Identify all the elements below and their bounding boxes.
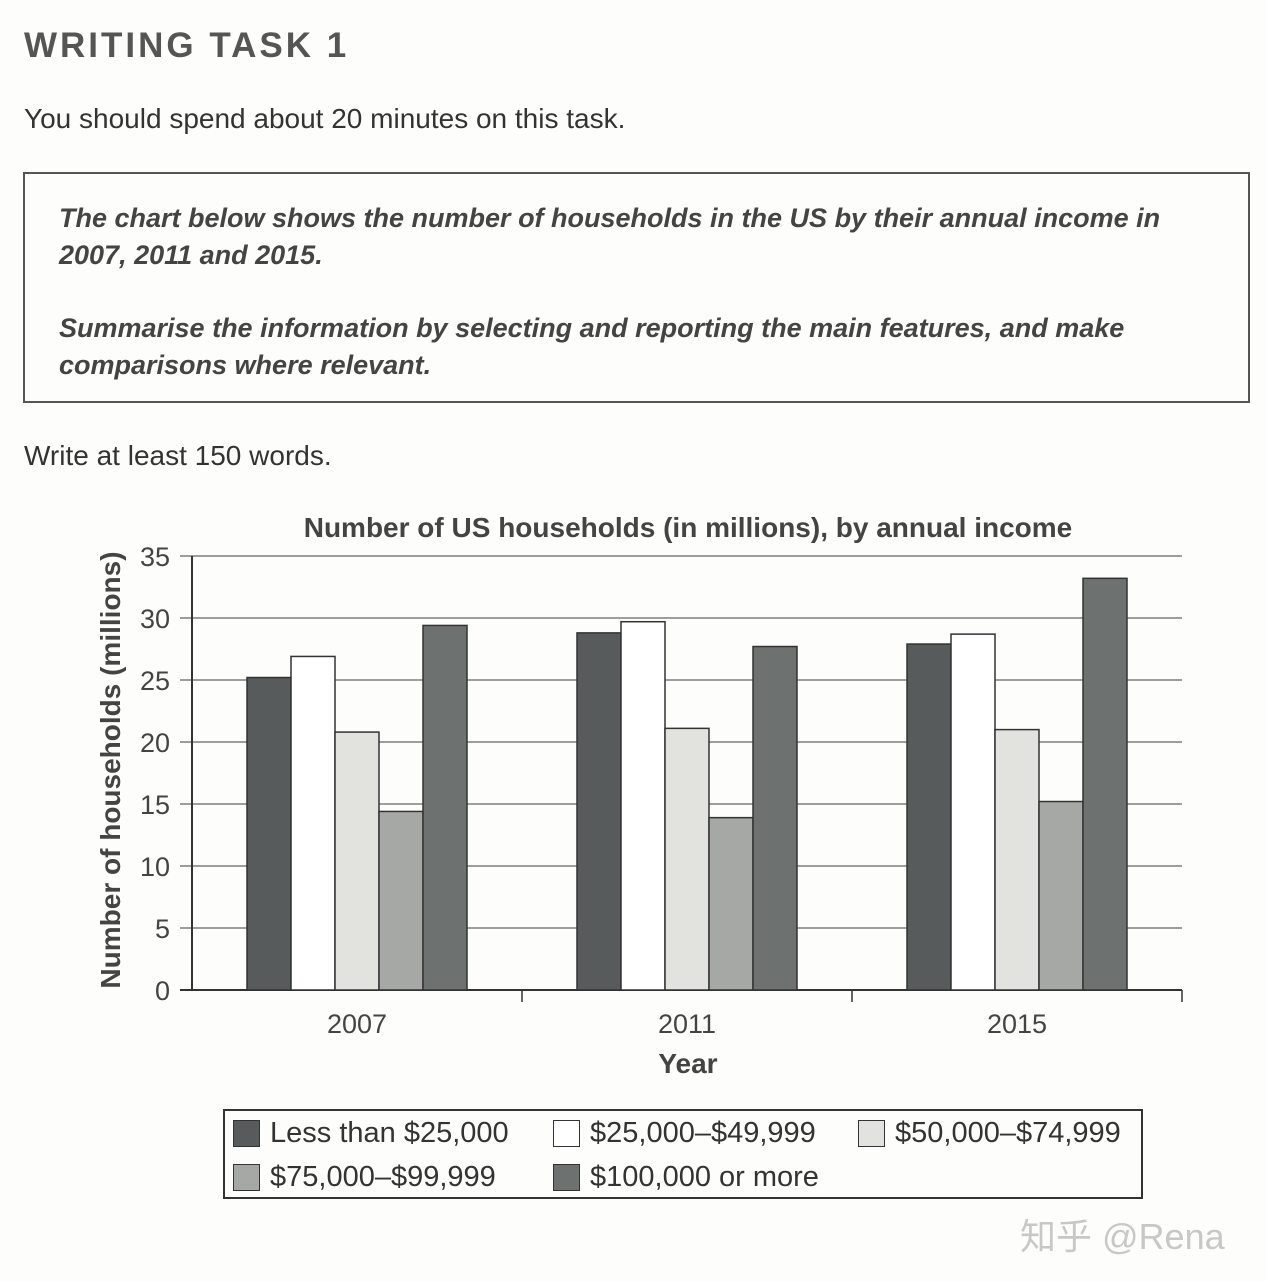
bar-2015-series-3 bbox=[1038, 800, 1084, 991]
bar-2015-series-2 bbox=[994, 728, 1040, 991]
bar-2015-series-4 bbox=[1082, 577, 1128, 991]
legend-swatch bbox=[858, 1120, 885, 1147]
legend-label: $25,000–$49,999 bbox=[590, 1117, 816, 1149]
bar-2007-series-0 bbox=[246, 676, 292, 991]
legend-label: Less than $25,000 bbox=[270, 1117, 509, 1149]
legend-label: $75,000–$99,999 bbox=[270, 1161, 496, 1193]
chart-legend: Less than $25,000 $25,000–$49,999 $50,000–… bbox=[223, 1109, 1143, 1199]
bar-2007-series-4 bbox=[422, 624, 468, 991]
bar-2007-series-2 bbox=[334, 731, 380, 991]
bar-2011-series-0 bbox=[576, 632, 622, 991]
chart-title: Number of US households (in millions), b… bbox=[304, 512, 1073, 543]
y-tick-label: 10 bbox=[140, 852, 170, 882]
y-tick-label: 5 bbox=[155, 914, 170, 944]
y-tick-label: 30 bbox=[140, 604, 170, 634]
bar-2015-series-1 bbox=[950, 633, 996, 991]
legend-item: $25,000–$49,999 bbox=[553, 1117, 816, 1150]
legend-swatch bbox=[553, 1120, 580, 1147]
y-tick-label: 0 bbox=[155, 976, 170, 1006]
y-tick-label: 15 bbox=[140, 790, 170, 820]
x-tick-label: 2007 bbox=[327, 1009, 387, 1039]
bar-chart: Number of US households (in millions), b… bbox=[95, 512, 1183, 1079]
bar-2011-series-2 bbox=[664, 727, 710, 991]
prompt-box: The chart below shows the number of hous… bbox=[23, 172, 1250, 403]
x-tick-label: 2015 bbox=[987, 1009, 1047, 1039]
legend-label: $100,000 or more bbox=[590, 1161, 819, 1193]
prompt-task: Summarise the information by selecting a… bbox=[59, 313, 1125, 380]
legend-item: $100,000 or more bbox=[553, 1161, 819, 1194]
legend-item: $50,000–$74,999 bbox=[858, 1117, 1121, 1150]
prompt-description: The chart below shows the number of hous… bbox=[59, 203, 1161, 270]
y-tick-label: 35 bbox=[140, 542, 170, 572]
legend-label: $50,000–$74,999 bbox=[895, 1117, 1121, 1149]
legend-swatch bbox=[233, 1120, 260, 1147]
y-axis-label: Number of households (millions) bbox=[95, 551, 126, 988]
bar-2007-series-3 bbox=[378, 810, 424, 991]
y-tick-label: 20 bbox=[140, 728, 170, 758]
bar-2011-series-1 bbox=[620, 620, 666, 991]
y-tick-label: 25 bbox=[140, 666, 170, 696]
task-heading: WRITING TASK 1 bbox=[24, 26, 350, 65]
legend-item: Less than $25,000 bbox=[233, 1117, 509, 1150]
legend-item: $75,000–$99,999 bbox=[233, 1161, 496, 1194]
legend-swatch bbox=[553, 1164, 580, 1191]
x-tick-label: 2011 bbox=[658, 1009, 716, 1039]
time-instruction: You should spend about 20 minutes on thi… bbox=[24, 103, 626, 134]
word-requirement: Write at least 150 words. bbox=[24, 440, 332, 471]
x-axis-label: Year bbox=[658, 1048, 717, 1079]
legend-swatch bbox=[233, 1164, 260, 1191]
watermark: 知乎 @Rena bbox=[1020, 1216, 1225, 1257]
bar-2011-series-4 bbox=[752, 645, 798, 991]
bar-2007-series-1 bbox=[290, 655, 336, 991]
bar-2015-series-0 bbox=[906, 643, 952, 991]
bar-2011-series-3 bbox=[708, 816, 754, 991]
